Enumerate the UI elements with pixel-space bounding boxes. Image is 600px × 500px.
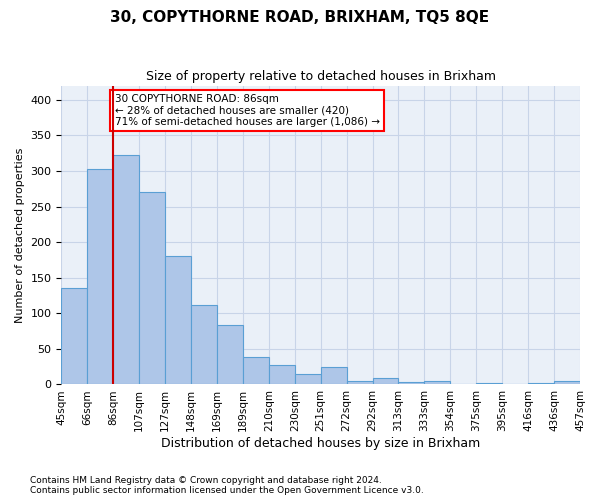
Bar (373, 378, 398, 384)
Bar (554, 381, 580, 384)
Title: Size of property relative to detached houses in Brixham: Size of property relative to detached ho… (146, 70, 496, 83)
Bar (165, 256, 191, 384)
Bar (191, 305, 217, 384)
Bar (295, 374, 321, 384)
Text: Contains HM Land Registry data © Crown copyright and database right 2024.
Contai: Contains HM Land Registry data © Crown c… (30, 476, 424, 495)
Bar (528, 383, 554, 384)
Text: 30, COPYTHORNE ROAD, BRIXHAM, TQ5 8QE: 30, COPYTHORNE ROAD, BRIXHAM, TQ5 8QE (110, 10, 490, 25)
Bar (243, 358, 269, 384)
Bar (269, 365, 295, 384)
Bar (217, 326, 243, 384)
Bar (476, 383, 502, 384)
Bar (424, 381, 451, 384)
Y-axis label: Number of detached properties: Number of detached properties (15, 148, 25, 322)
Bar (139, 192, 165, 384)
Bar (61, 288, 88, 384)
Bar (88, 169, 113, 384)
Bar (347, 381, 373, 384)
Bar (113, 154, 139, 384)
X-axis label: Distribution of detached houses by size in Brixham: Distribution of detached houses by size … (161, 437, 481, 450)
Bar (321, 368, 347, 384)
Bar (398, 382, 424, 384)
Text: 30 COPYTHORNE ROAD: 86sqm
← 28% of detached houses are smaller (420)
71% of semi: 30 COPYTHORNE ROAD: 86sqm ← 28% of detac… (115, 94, 380, 128)
